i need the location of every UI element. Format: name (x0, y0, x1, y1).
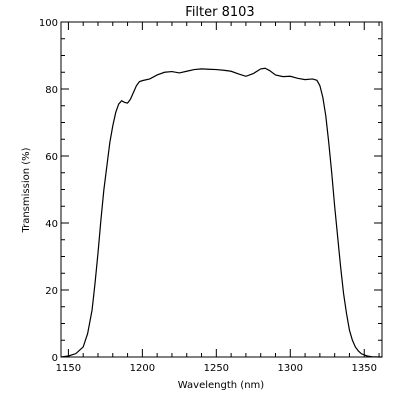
axis-ticks (61, 21, 382, 358)
x-axis-label: Wavelength (nm) (178, 380, 264, 391)
x-tick-label: 1200 (130, 363, 155, 374)
y-tick-labels: 0 20 40 60 80 100 (39, 18, 58, 364)
y-tick-label: 60 (45, 152, 58, 163)
x-tick-label: 1300 (278, 363, 303, 374)
y-tick-label: 0 (52, 353, 58, 364)
y-tick-label: 100 (39, 18, 58, 29)
chart-title: Filter 8103 (185, 5, 254, 20)
x-tick-label: 1250 (204, 363, 229, 374)
plot-frame (60, 21, 383, 358)
series-line-transmission (60, 67, 382, 358)
y-tick-label: 20 (45, 286, 58, 297)
x-tick-labels: 1150 1200 1250 1300 1350 (56, 363, 377, 374)
y-axis-label: Transmission (%) (21, 147, 32, 233)
x-tick-label: 1350 (352, 363, 377, 374)
y-tick-label: 80 (45, 85, 58, 96)
y-tick-label: 40 (45, 219, 58, 230)
x-tick-label: 1150 (56, 363, 81, 374)
